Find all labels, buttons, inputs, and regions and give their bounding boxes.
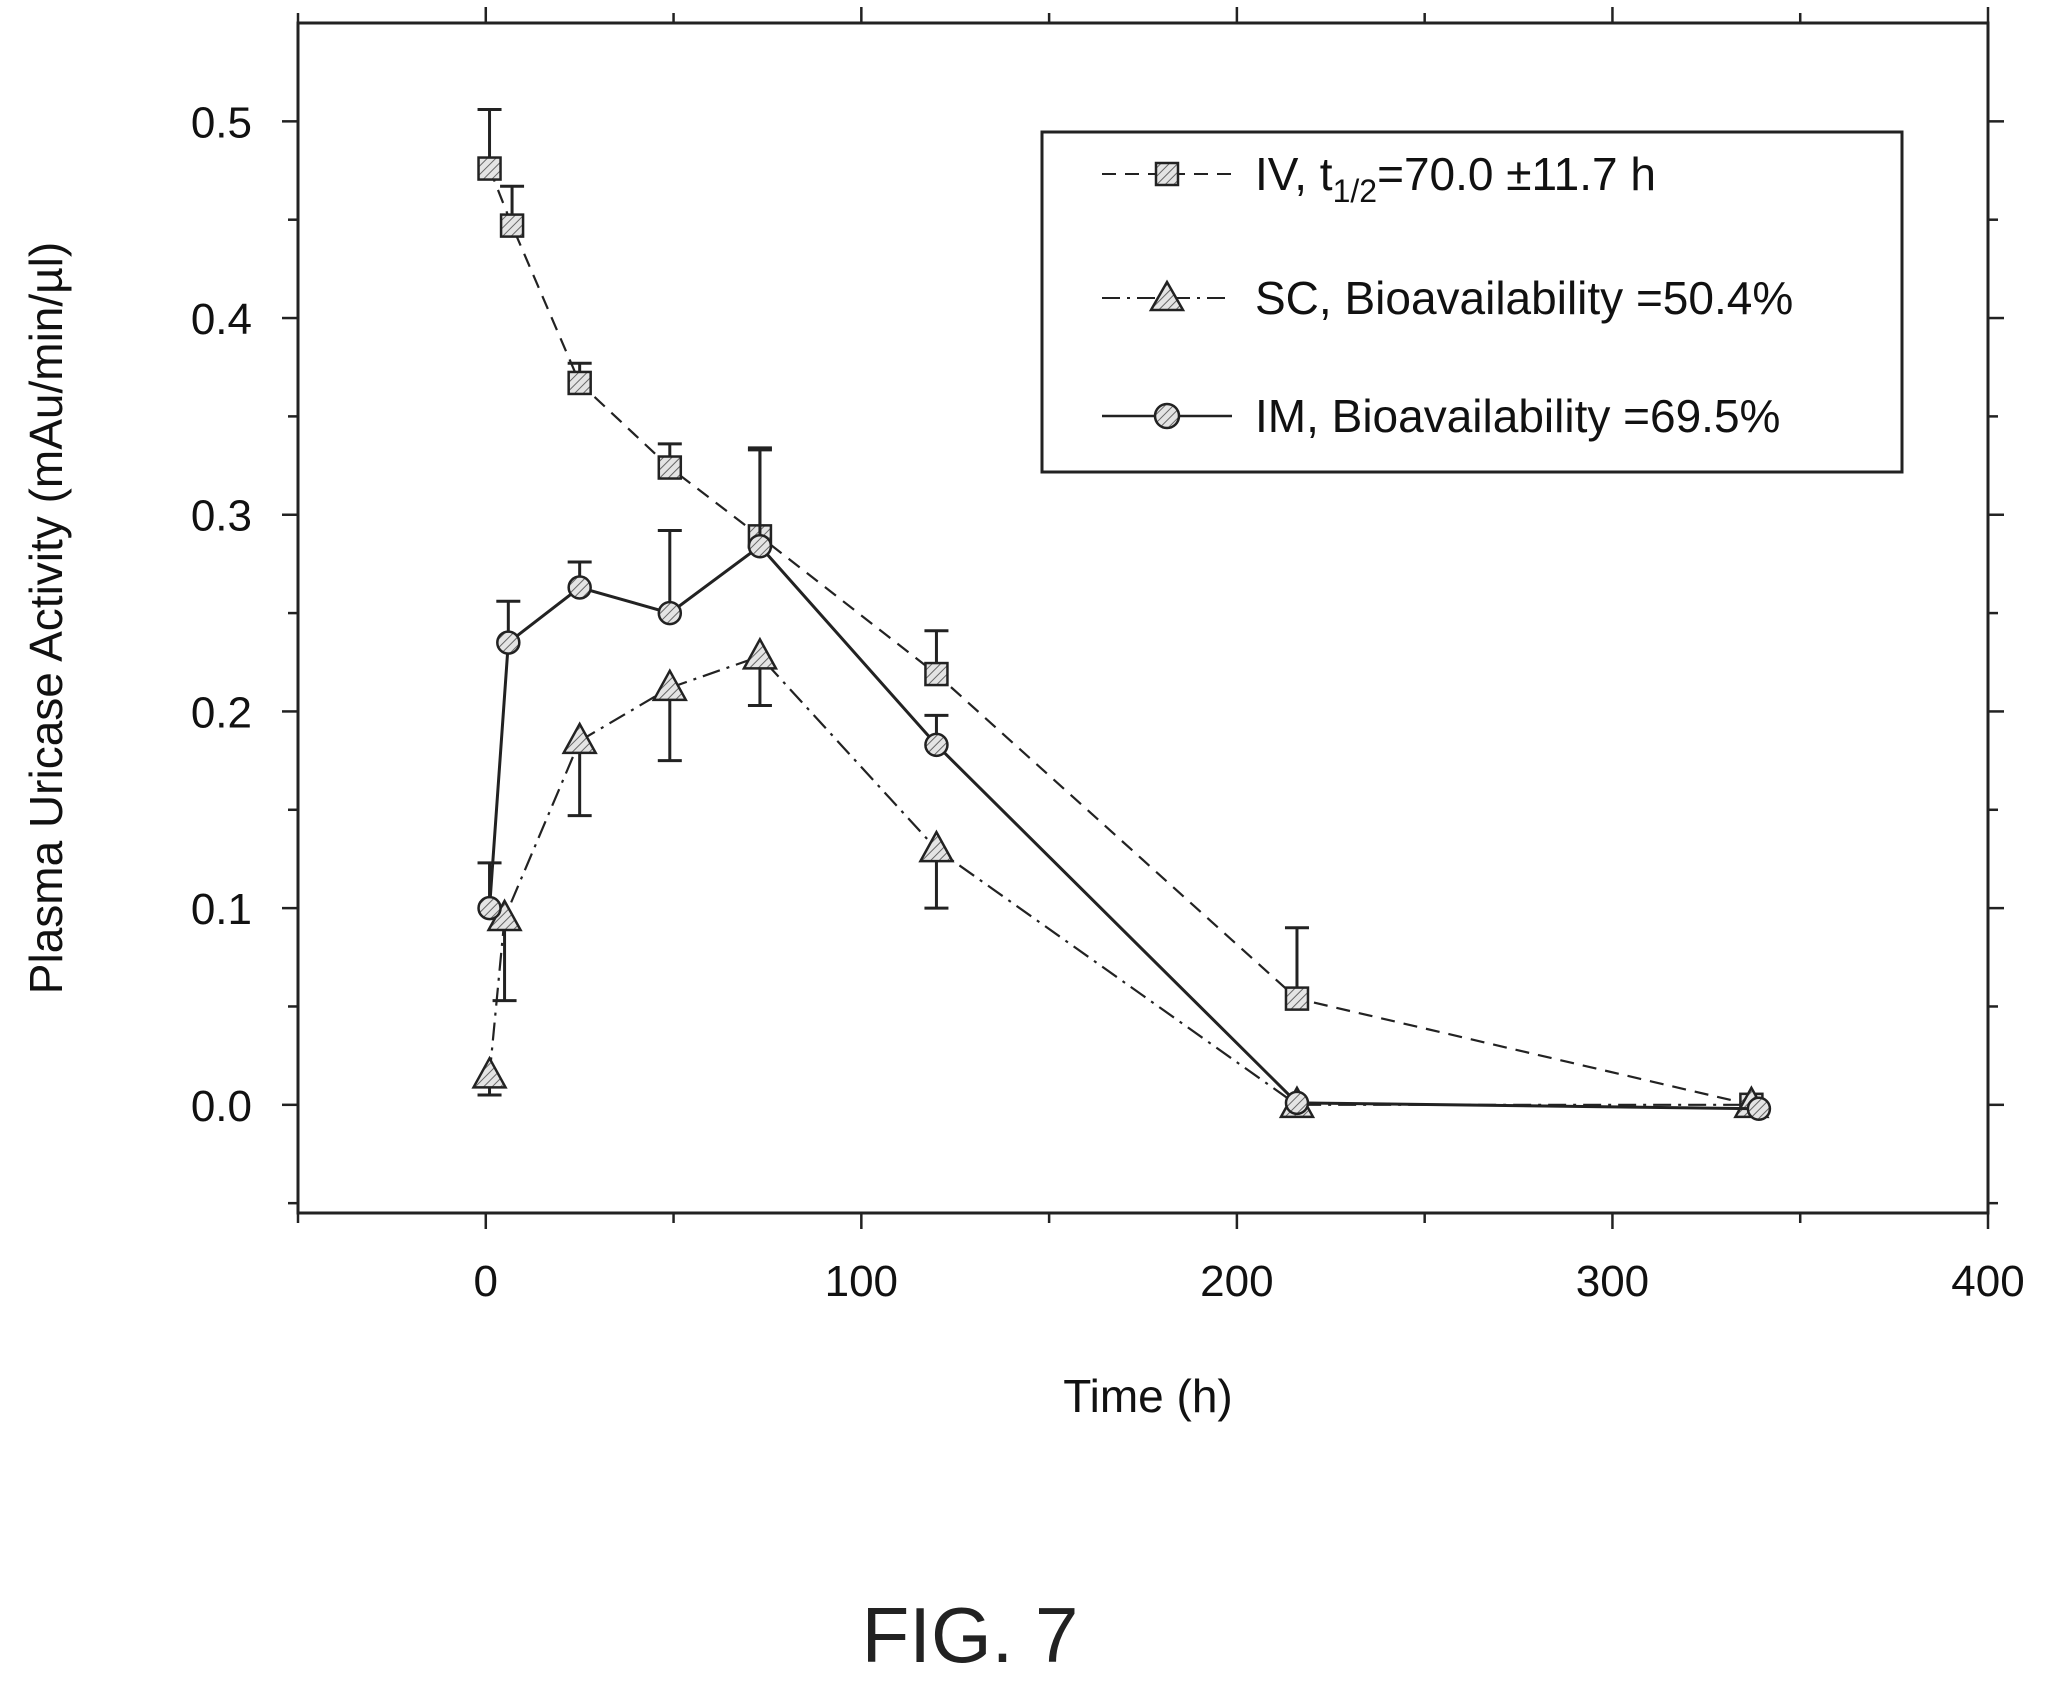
plot-frame [296, 21, 1990, 1215]
data-point-square [499, 213, 525, 238]
x-tick-label: 0 [474, 1257, 498, 1306]
data-point-square [567, 370, 592, 396]
data-point-triangle [561, 721, 598, 755]
data-point-triangle [741, 636, 779, 670]
y-tick-label: 0.3 [191, 492, 252, 541]
legend-sc-label: SC, Bioavailability =50.4% [1255, 272, 1793, 324]
data-point-circle [747, 533, 773, 559]
series-line-im [488, 544, 1759, 1111]
y-axis-label: Plasma Uricase Activity (mAu/min/µl) [20, 242, 72, 994]
series-sc [471, 636, 1770, 1119]
x-tick-label: 300 [1576, 1257, 1649, 1306]
legend-im-label: IM, Bioavailability =69.5% [1255, 390, 1780, 442]
y-tick-label: 0.0 [191, 1082, 252, 1131]
legend-iv-marker [1154, 161, 1180, 187]
data-point-circle [1746, 1096, 1772, 1122]
legend-im-marker [1153, 402, 1181, 430]
legend: IV, t1/2=70.0 ±11.7 h SC, Bioavailabilit… [1040, 130, 1904, 474]
y-tick-label: 0.4 [191, 295, 252, 344]
legend-sc-marker [1148, 279, 1186, 312]
data-point-circle [477, 895, 502, 921]
series-line-sc [488, 655, 1752, 1106]
x-axis-label: Time (h) [1063, 1370, 1233, 1422]
x-tick-label: 200 [1200, 1257, 1273, 1306]
data-point-circle [1284, 1090, 1310, 1116]
y-tick-label: 0.2 [191, 688, 252, 737]
series-layer [471, 108, 1772, 1122]
legend-iv-label: IV, t1/2=70.0 ±11.7 h [1255, 148, 1656, 209]
y-tick-label: 0.1 [191, 885, 252, 934]
data-point-triangle [918, 829, 955, 863]
data-point-square [657, 455, 683, 480]
data-point-circle [924, 732, 949, 758]
data-point-triangle [651, 668, 688, 702]
data-point-square [1284, 986, 1310, 1011]
figure-label: FIG. 7 [861, 1591, 1079, 1679]
series-im [477, 448, 1772, 1122]
data-point-circle [567, 575, 592, 600]
axes-layer: 0 100 200 300 400 0.0 0.1 0.2 0.3 0.4 0.5 [191, 7, 2025, 1306]
x-tick-label: 400 [1951, 1257, 2024, 1306]
data-point-circle [496, 630, 521, 655]
data-point-square [477, 156, 502, 181]
x-tick-label: 100 [825, 1257, 898, 1306]
y-tick-label: 0.5 [191, 98, 252, 147]
data-point-triangle [471, 1055, 508, 1089]
data-point-circle [657, 600, 683, 626]
data-point-square [924, 661, 949, 687]
